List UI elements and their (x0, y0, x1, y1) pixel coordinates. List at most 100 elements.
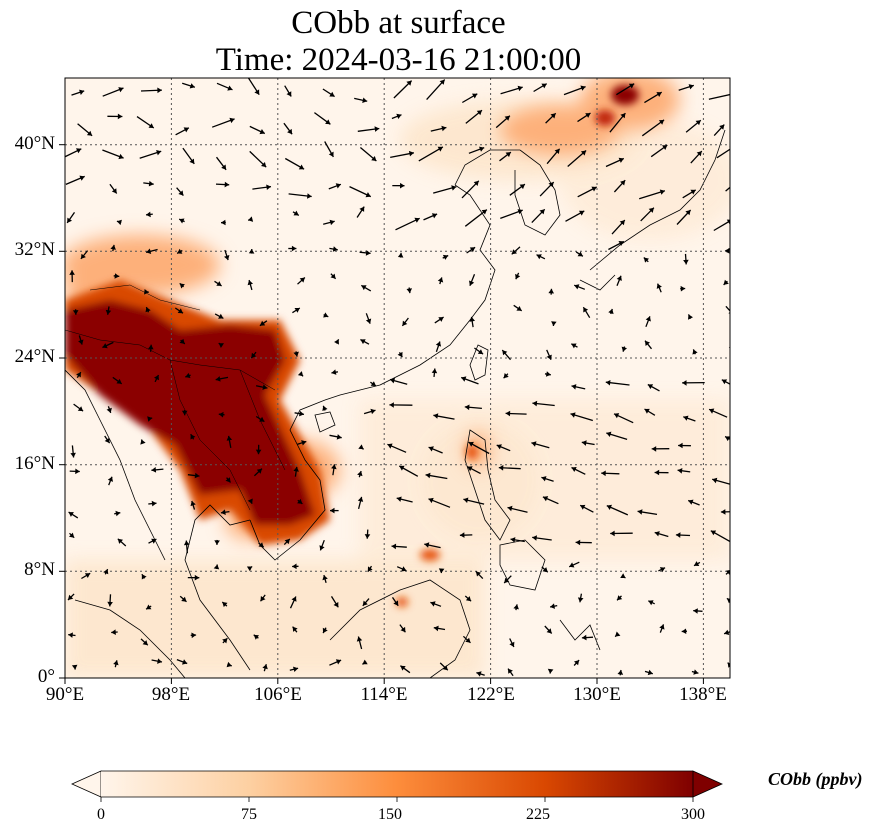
lon-tick-label: 122°E (467, 684, 515, 705)
wind-arrow-head (181, 596, 187, 602)
wind-arrow-head (515, 273, 521, 280)
wind-arrow-head (179, 218, 185, 224)
wind-arrow-head (591, 186, 597, 192)
wind-arrow-head (146, 604, 152, 610)
wind-arrow-head (213, 564, 220, 570)
wind-arrow-head (402, 320, 408, 326)
wind-arrow-head (583, 307, 589, 313)
wind-arrow-head (539, 209, 545, 215)
wind-arrow-head (441, 125, 447, 132)
wind-arrow-head (605, 380, 611, 386)
wind-arrow-head (229, 117, 235, 124)
wind-arrow-head (546, 628, 552, 634)
wind-arrow-head (651, 446, 657, 452)
wind-arrow-head (148, 180, 154, 187)
wind-arrow-head (144, 289, 149, 295)
wind-arrow-head (224, 181, 230, 188)
wind-arrow-head (724, 248, 730, 254)
wind-arrow-head (148, 123, 154, 128)
wind-arrow-head (246, 566, 253, 572)
wind-arrow-head (116, 219, 122, 226)
colorbar-tick: 225 (526, 806, 550, 823)
wind-arrow-head (148, 344, 154, 350)
wind-arrow-head (397, 351, 403, 358)
wind-arrow-head (301, 440, 307, 446)
wind-arrow-head (726, 219, 730, 225)
wind-arrow-head (726, 598, 730, 604)
wind-arrow-head (145, 307, 151, 313)
wind-arrow-head (226, 435, 233, 441)
lon-tick-label: 130°E (573, 684, 621, 705)
wind-arrow-head (117, 113, 123, 120)
wind-arrow-head (104, 437, 110, 444)
wind-arrow-head (221, 219, 226, 226)
wind-arrow-head (227, 85, 233, 91)
map-frame (64, 77, 731, 679)
wind-arrow-head (425, 472, 431, 479)
wind-arrow-head (293, 210, 299, 216)
wind-arrow-head (222, 602, 228, 608)
wind-arrow-head (393, 600, 399, 606)
wind-arrow-head (157, 658, 162, 664)
wind-arrow-shaft (464, 209, 488, 227)
wind-arrow-head (690, 189, 696, 195)
wind-arrow-head (475, 571, 481, 577)
wind-arrow-head (581, 440, 587, 446)
wind-arrow-head (554, 148, 560, 154)
wind-arrow-head (218, 313, 224, 319)
wind-arrow-head (570, 412, 576, 418)
wind-arrow-head (463, 497, 469, 503)
wind-arrow-head (286, 91, 292, 97)
wind-arrow-head (299, 410, 304, 417)
wind-arrow-head (259, 129, 265, 135)
wind-arrow-head (610, 530, 615, 537)
wind-arrow-head (333, 602, 339, 608)
wind-arrow-head (694, 561, 700, 566)
wind-arrow-head (111, 188, 117, 194)
wind-arrow-head (335, 183, 341, 189)
wind-arrow-head (183, 540, 190, 546)
wind-arrow-head (332, 246, 338, 252)
wind-arrow-head (571, 343, 577, 349)
wind-arrow-head (620, 573, 626, 578)
wind-arrow-head (266, 184, 271, 190)
coastlines (65, 129, 726, 678)
wind-arrow-head (503, 373, 509, 379)
wind-arrow-head (472, 93, 478, 99)
wind-arrow-head (648, 207, 654, 213)
wind-arrow-head (647, 384, 654, 390)
wind-arrow-head (218, 343, 224, 348)
wind-arrow-head (182, 659, 188, 665)
wind-arrow-head (508, 668, 513, 674)
wind-arrow-head (365, 192, 371, 198)
wind-arrow-head (151, 500, 157, 507)
wind-arrow-head (659, 567, 666, 573)
wind-arrow-head (111, 629, 116, 635)
wind-arrow-head (585, 113, 591, 118)
wind-arrow-head (72, 310, 79, 315)
wind-arrow-head (78, 339, 84, 345)
lat-tick-label: 0° (37, 666, 55, 687)
wind-arrow-head (618, 157, 624, 163)
wind-arrow-head (721, 379, 728, 385)
wind-arrow-head (291, 596, 297, 602)
wind-arrow-head (194, 472, 200, 479)
wind-arrow-head (362, 97, 368, 103)
wind-arrow-head (696, 151, 702, 157)
wind-arrow-head (251, 352, 257, 359)
lon-tick-label: 138°E (679, 684, 727, 705)
colorbar-gradient (101, 771, 693, 797)
wind-arrow-head (688, 314, 693, 320)
wind-arrow-head (719, 124, 725, 130)
wind-arrow-head (601, 470, 606, 477)
wind-arrow-head (221, 164, 227, 170)
wind-arrow-head (477, 349, 484, 355)
wind-arrow-head (548, 288, 554, 294)
wind-arrow-head (177, 308, 183, 314)
wind-arrow-head (361, 285, 367, 291)
wind-arrow-head (293, 351, 299, 357)
wind-arrow-head (287, 128, 293, 135)
wind-arrow-head (606, 431, 612, 437)
wind-arrow-head (467, 466, 473, 472)
wind-arrow-head (536, 254, 542, 260)
